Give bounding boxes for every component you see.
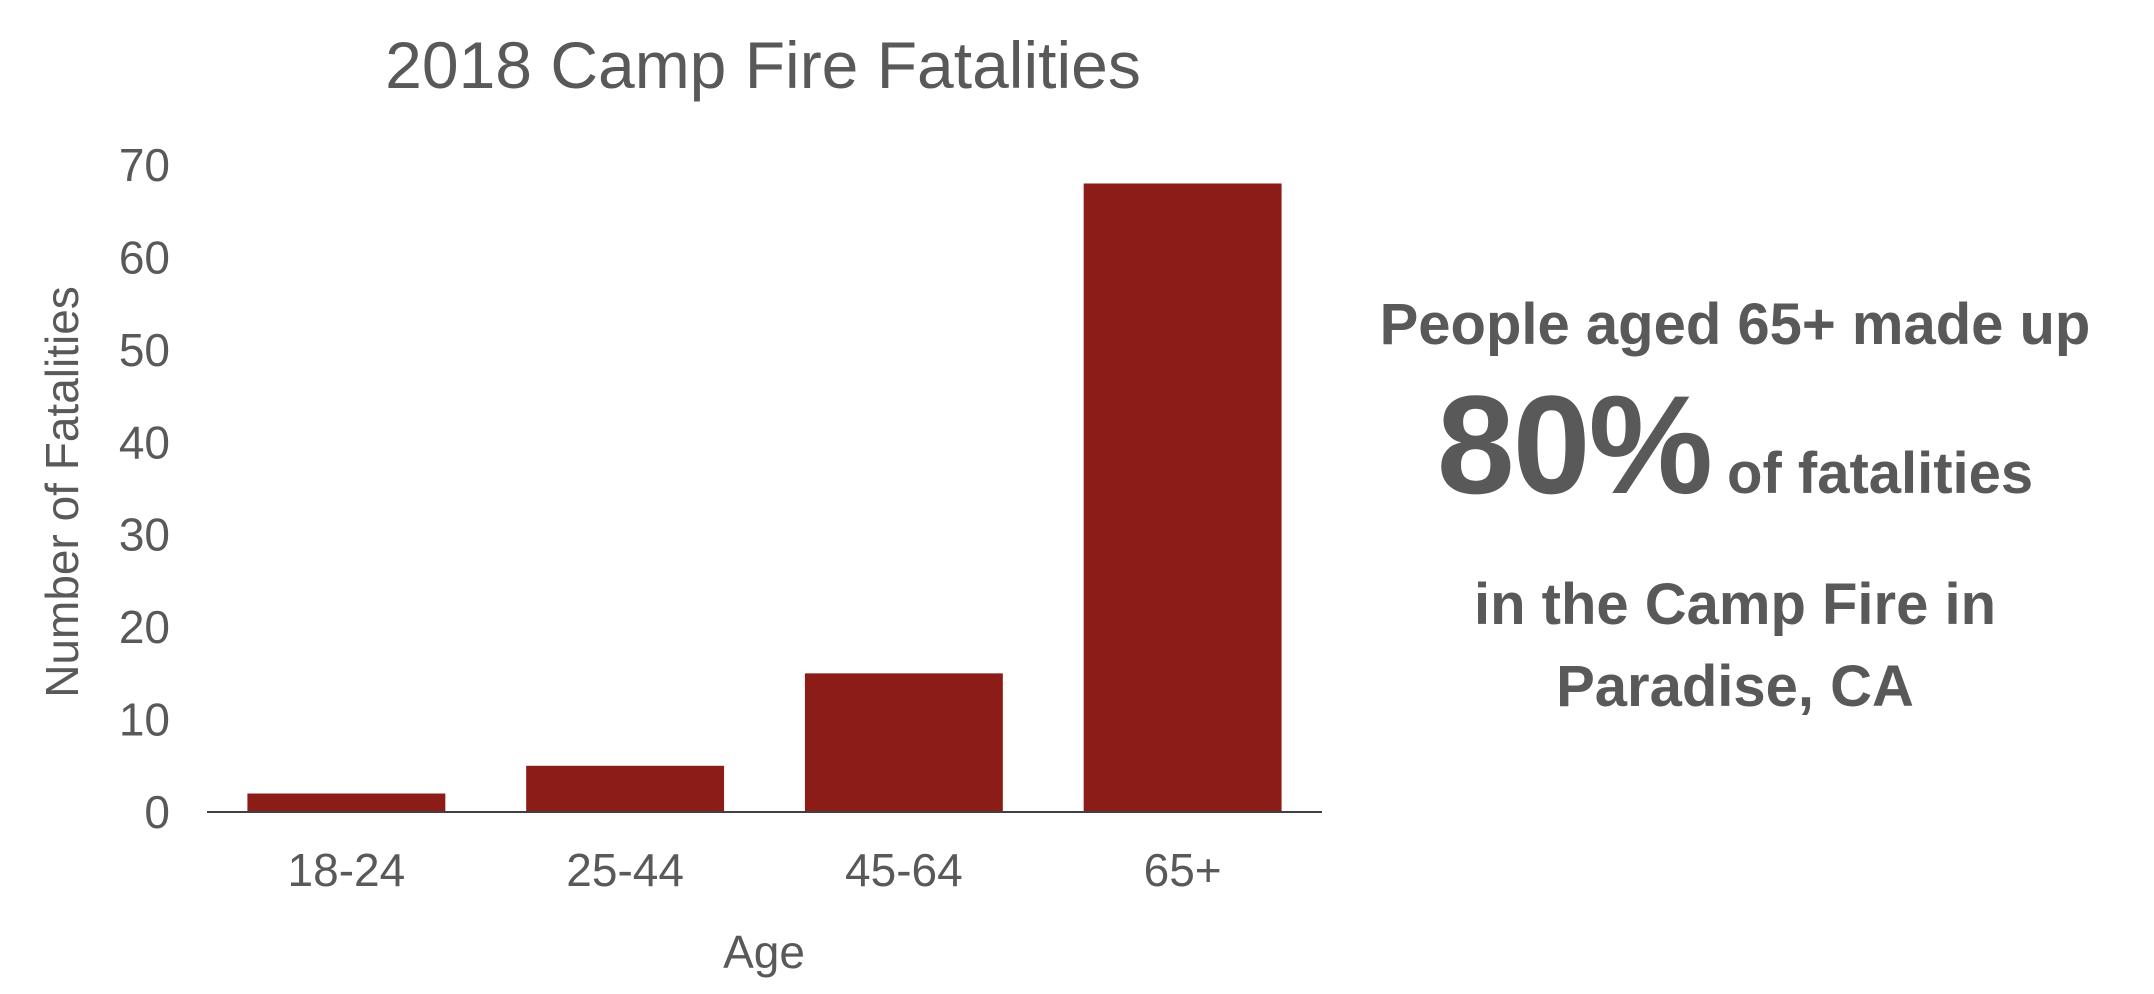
y-tick-label: 70 (119, 139, 170, 191)
y-tick-label: 50 (119, 324, 170, 376)
y-tick-label: 0 (144, 786, 170, 838)
callout-line-2-text: of fatalities (1727, 441, 2034, 506)
bar-18-24 (247, 793, 446, 812)
y-tick-label: 60 (119, 231, 170, 283)
callout-line-2: 80% of fatalities (1320, 370, 2150, 564)
bar-25-44 (526, 765, 725, 812)
x-axis-label: Age (723, 926, 805, 978)
bar-45-64 (804, 673, 1003, 812)
y-tick-label: 40 (119, 416, 170, 468)
callout-line-1: People aged 65+ made up (1379, 292, 2091, 357)
x-tick-label: 25-44 (566, 844, 684, 896)
x-tick-label: 18-24 (288, 844, 406, 896)
y-tick-label: 20 (119, 601, 170, 653)
x-tick-label: 65+ (1144, 844, 1222, 896)
callout-line-3: in the Camp Fire in (1473, 572, 1997, 637)
y-tick-label: 30 (119, 509, 170, 561)
fatality-callout: People aged 65+ made up 80% of fatalities… (1320, 280, 2150, 728)
callout-line-4: Paradise, CA (1556, 654, 1914, 719)
chart-title: 2018 Camp Fire Fatalities (385, 28, 1141, 102)
y-axis-label: Number of Fatalities (36, 286, 88, 698)
bar-chart: 2018 Camp Fire Fatalities Number of Fata… (36, 28, 1322, 978)
x-tick-label: 45-64 (845, 844, 963, 896)
bar-65+ (1083, 183, 1282, 812)
y-tick-label: 10 (119, 694, 170, 746)
callout-percent: 80% (1436, 366, 1713, 523)
